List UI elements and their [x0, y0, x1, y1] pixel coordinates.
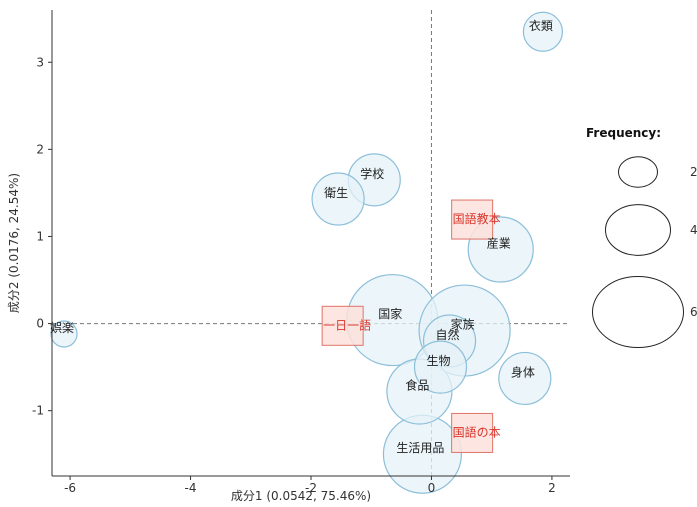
word-label: 衣類: [529, 18, 553, 33]
legend-symbol: [605, 204, 671, 256]
category-label: 一日一語: [323, 317, 371, 332]
word-bubble: [311, 172, 365, 226]
legend: Frequency: 2 4 6: [586, 126, 697, 348]
word-label: 生活用品: [396, 441, 444, 455]
word-label: 国家: [378, 306, 402, 321]
category-marker: [451, 412, 494, 453]
word-label: 身体: [511, 364, 535, 379]
x-tick-label: 0: [428, 481, 436, 495]
word-label: 娯楽: [50, 321, 74, 335]
y-tick-label: 0: [36, 317, 44, 331]
legend-title: Frequency:: [586, 126, 661, 140]
legend-label: 2: [690, 165, 697, 179]
category-label: 国語教本: [453, 211, 501, 226]
category-markers: [321, 199, 494, 453]
y-tick-label: 1: [36, 229, 44, 243]
word-label: 生物: [426, 354, 450, 368]
category-marker: [451, 199, 494, 240]
word-label: 食品: [405, 378, 429, 393]
word-bubble: [413, 340, 468, 394]
y-tick-label: -1: [32, 404, 44, 418]
x-tick-label: -6: [64, 481, 76, 495]
word-bubble: [50, 320, 78, 348]
y-axis-title: 成分2 (0.0176, 24.54%): [7, 173, 21, 313]
x-tick-label: -4: [185, 481, 197, 495]
x-tick-label: 2: [548, 481, 556, 495]
word-bubble: [522, 11, 563, 52]
word-label: 産業: [487, 236, 511, 251]
y-tick-label: 2: [36, 142, 44, 156]
word-label: 衛生: [324, 186, 348, 200]
x-tick-label: -2: [305, 481, 317, 495]
category-marker: [321, 305, 364, 346]
axes: 成分1 (0.0542, 75.46%) 成分2 (0.0176, 24.54%…: [7, 10, 570, 503]
legend-label: 6: [690, 305, 697, 319]
legend-symbol: [592, 276, 684, 348]
legend-symbol: [618, 156, 658, 188]
category-label: 国語の本: [453, 424, 501, 439]
word-label: 家族: [451, 317, 475, 332]
word-label: 自然: [436, 327, 460, 342]
x-axis-title: 成分1 (0.0542, 75.46%): [231, 489, 371, 503]
word-bubble: [498, 351, 552, 406]
legend-label: 4: [690, 223, 697, 237]
y-tick-label: 3: [36, 55, 44, 69]
word-label: 学校: [360, 166, 384, 181]
